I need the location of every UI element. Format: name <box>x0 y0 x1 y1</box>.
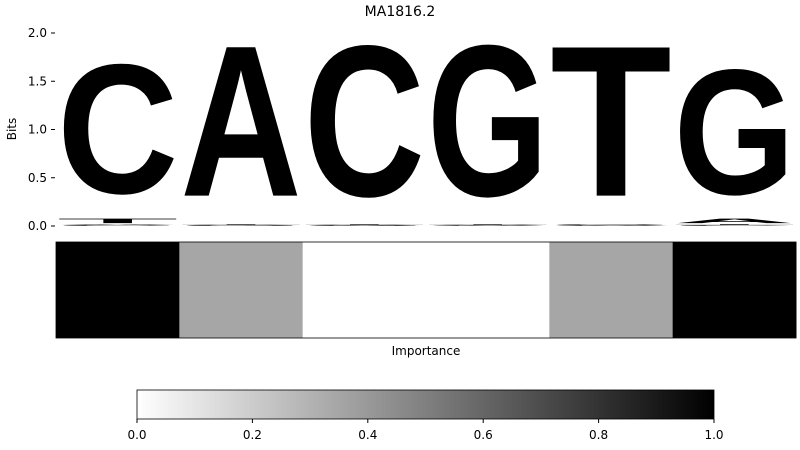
heatmap-cell <box>549 242 674 338</box>
logo-letter-a: A <box>674 217 795 224</box>
colorbar-ticks: 0.0 0.2 0.4 0.6 0.8 1.0 <box>127 419 724 442</box>
heatmap-x-axis-label: Importance <box>392 344 461 358</box>
logo-y-tick-label: 0.0 <box>28 219 47 233</box>
logo-letter-c: C <box>304 0 425 241</box>
logo-letter-g: G <box>427 0 548 241</box>
logo-letter-g: G <box>304 225 425 226</box>
logo-y-tick-label: 1.0 <box>28 123 47 137</box>
logo-letter-g: G <box>674 32 795 232</box>
colorbar-tick-label: 0.6 <box>474 428 493 442</box>
logo-letter-a: A <box>57 224 178 225</box>
logo-y-tick-label: 0.5 <box>28 171 47 185</box>
logo-letter-c: C <box>674 225 795 226</box>
logo-letter-a: A <box>304 225 425 226</box>
logo-letter-a: A <box>180 0 301 241</box>
logo-letter-a: A <box>427 225 548 226</box>
colorbar-tick-label: 0.4 <box>358 428 377 442</box>
logo-y-tick-label: 1.5 <box>28 74 47 88</box>
heatmap-cell <box>302 242 427 338</box>
logo-letter-c: C <box>180 225 301 226</box>
logo-letter-t: T <box>180 224 301 225</box>
logo-letter-t: T <box>674 224 795 225</box>
logo-letter-c: C <box>550 225 671 226</box>
logo-title: MA1816.2 <box>365 4 436 20</box>
heatmap-cell <box>672 242 797 338</box>
colorbar <box>136 389 715 420</box>
logo-letter-t: T <box>550 0 671 241</box>
importance-heatmap <box>56 242 797 338</box>
logo-letter-c: C <box>57 26 178 232</box>
colorbar-tick-label: 0.2 <box>243 428 262 442</box>
heatmap-cell <box>56 242 180 338</box>
heatmap-cell <box>426 242 550 338</box>
colorbar-tick-label: 1.0 <box>704 428 723 442</box>
logo-letter-t: T <box>57 217 178 224</box>
logo-letter-c: C <box>427 225 548 226</box>
logo-letter-g: G <box>57 225 178 226</box>
colorbar-tick-label: 0.8 <box>589 428 608 442</box>
logo-letter-g: G <box>180 225 301 226</box>
logo-letter-g: G <box>550 224 671 225</box>
heatmap-cell <box>179 242 304 338</box>
logo-y-tick-label: 2.0 <box>28 26 47 40</box>
colorbar-tick-label: 0.0 <box>127 428 146 442</box>
logo-y-axis-label: Bits <box>5 118 19 141</box>
logo-letter-a: A <box>550 225 671 226</box>
logo-y-axis: 0.0 0.5 1.0 1.5 2.0 <box>28 26 55 233</box>
logo-letter-t: T <box>304 224 425 225</box>
logo-letter-t: T <box>427 224 548 225</box>
heatmap-frame <box>55 241 797 339</box>
